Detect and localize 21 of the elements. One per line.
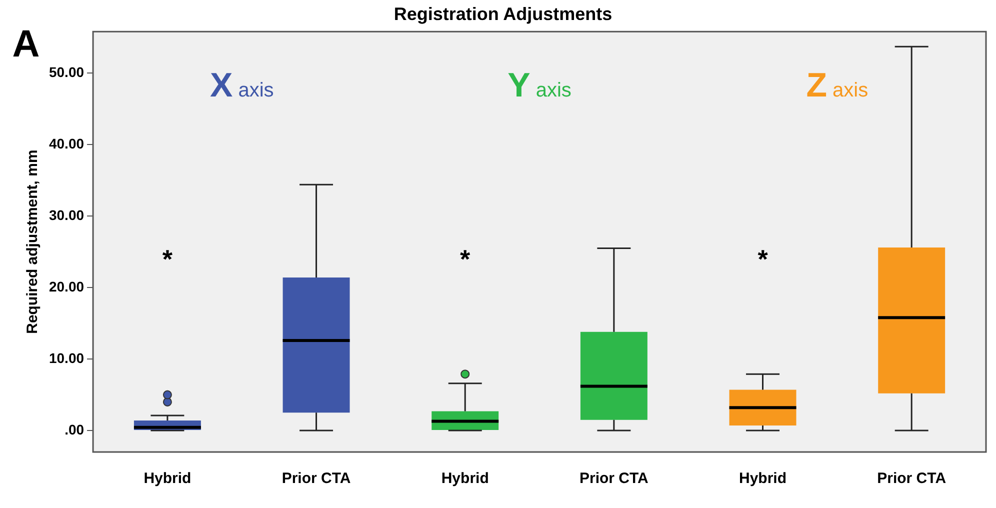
y-tick-label: 40.00 [48, 135, 84, 152]
y-axis-title: Required adjustment, mm [24, 150, 42, 334]
annotation: * [460, 244, 472, 274]
x-tick-label: Prior CTA [877, 470, 946, 488]
y-tick-label: .00 [64, 421, 84, 438]
x-tick-label: Hybrid [739, 470, 787, 488]
chart-title: Registration Adjustments [394, 4, 612, 24]
annotation: * [162, 244, 174, 274]
text: Z axis [806, 66, 868, 105]
x-tick-label: Prior CTA [282, 470, 351, 488]
text: X axis [210, 66, 274, 105]
text: Y axis [508, 66, 572, 105]
y-tick-label: 20.00 [48, 278, 84, 294]
y-tick-label: 50.00 [48, 64, 84, 80]
text: A [12, 23, 40, 66]
y-tick-label: 10.00 [48, 350, 84, 366]
annotation: * [758, 244, 769, 274]
x-tick-label: Prior CTA [579, 470, 649, 488]
y-tick-label: 30.00 [48, 206, 84, 223]
x-tick-label: Hybrid [144, 470, 192, 488]
x-tick-label: Hybrid [441, 470, 489, 488]
